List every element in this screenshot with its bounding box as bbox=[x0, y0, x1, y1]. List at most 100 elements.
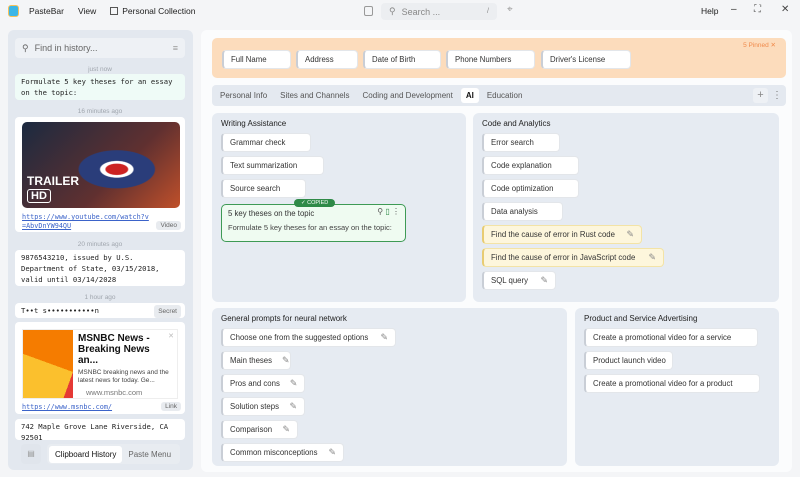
board-title: Writing Assistance bbox=[221, 119, 287, 128]
clip-item[interactable]: SQL query ✎ bbox=[482, 271, 556, 290]
clip-item[interactable]: Find the cause of error in Rust code ✎ bbox=[482, 225, 642, 244]
type-tag: Video bbox=[156, 221, 181, 230]
clip-item[interactable]: Product launch video bbox=[584, 351, 673, 370]
panel-toggle-icon[interactable] bbox=[364, 6, 373, 16]
pinned-item[interactable]: Driver's License bbox=[541, 50, 631, 69]
clip-label: Source search bbox=[230, 184, 281, 193]
pinned-item[interactable]: Phone Numbers bbox=[446, 50, 535, 69]
copied-clip[interactable]: ✓ COPIED 5 key theses on the topic ⚲ ▯ ⋮… bbox=[221, 199, 406, 242]
search-icon: ⚲ bbox=[389, 6, 396, 16]
msnbc-logo-icon bbox=[23, 330, 73, 398]
search-icon[interactable]: ⚲ bbox=[377, 207, 384, 216]
copy-icon[interactable]: ▯ bbox=[385, 207, 390, 216]
edit-note-icon[interactable]: ✎ bbox=[626, 229, 634, 239]
edit-note-icon[interactable]: ✎ bbox=[540, 275, 548, 285]
history-item-secret[interactable]: T••t s•••••••••••n Secret bbox=[15, 303, 185, 318]
clipboard-icon[interactable]: ▤ bbox=[21, 444, 41, 464]
help-label: Help bbox=[701, 6, 719, 16]
clip-item[interactable]: Main theses ✎ bbox=[221, 351, 291, 370]
clip-label: Product launch video bbox=[593, 356, 666, 365]
preview-title: MSNBC News - Breaking News an... bbox=[78, 333, 150, 366]
edit-note-icon[interactable]: ✎ bbox=[648, 252, 656, 262]
edit-note-icon[interactable]: ✎ bbox=[328, 447, 336, 457]
clip-item[interactable]: Solution steps ✎ bbox=[221, 397, 305, 416]
edit-note-icon[interactable]: ✎ bbox=[282, 424, 290, 434]
pinned-label: 5 Pinned bbox=[743, 42, 769, 49]
timestamp: 20 minutes ago bbox=[77, 241, 123, 248]
collection-icon bbox=[110, 7, 119, 15]
filter-icon[interactable]: ≡ bbox=[172, 43, 178, 53]
clip-item[interactable]: Error search bbox=[482, 133, 560, 152]
clip-label: SQL query bbox=[491, 276, 528, 285]
history-search-input[interactable]: ⚲ Find in history... ≡ bbox=[15, 38, 185, 58]
clip-label: Create a promotional video for a service bbox=[593, 333, 732, 342]
clip-label: Code optimization bbox=[491, 184, 554, 193]
clip-item[interactable]: Code optimization bbox=[482, 179, 579, 198]
pinned-item[interactable]: Address bbox=[296, 50, 358, 69]
clip-item[interactable]: Grammar check bbox=[221, 133, 311, 152]
tab-paste-menu[interactable]: Paste Menu bbox=[128, 449, 172, 459]
video-thumbnail: TRAILER HD bbox=[22, 122, 180, 208]
clip-item[interactable]: Create a promotional video for a service bbox=[584, 328, 758, 347]
clip-item[interactable]: Find the cause of error in JavaScript co… bbox=[482, 248, 664, 267]
tab-clipboard-history[interactable]: Clipboard History bbox=[49, 445, 123, 463]
copied-badge: ✓ COPIED bbox=[294, 199, 336, 207]
clip-item[interactable]: Create a promotional video for a product bbox=[584, 374, 760, 393]
history-item-link[interactable]: MSNBC News - Breaking News an... MSNBC b… bbox=[15, 322, 185, 414]
add-tab-icon[interactable]: + bbox=[753, 88, 768, 103]
more-icon[interactable]: ⋮ bbox=[392, 207, 400, 216]
preview-link[interactable]: https://www.msnbc.com/ bbox=[22, 403, 113, 411]
help-button[interactable]: Help bbox=[701, 6, 718, 16]
clip-label: Common misconceptions bbox=[230, 448, 318, 457]
tab-ai[interactable]: AI bbox=[460, 88, 479, 103]
tab-education[interactable]: Education bbox=[486, 91, 523, 100]
clip-item[interactable]: Text summarization bbox=[221, 156, 324, 175]
type-tag: Secret bbox=[154, 305, 181, 318]
pin-off-icon[interactable]: ⌖ bbox=[507, 4, 513, 15]
view-menu[interactable]: View bbox=[77, 6, 97, 16]
edit-note-icon[interactable]: ✎ bbox=[289, 401, 297, 411]
tab-coding[interactable]: Coding and Development bbox=[362, 91, 453, 100]
board-title: Product and Service Advertising bbox=[584, 314, 698, 323]
link-preview: MSNBC News - Breaking News an... MSNBC b… bbox=[22, 329, 178, 399]
clip-label: Main theses bbox=[230, 356, 273, 365]
minimize-icon[interactable]: – bbox=[731, 4, 737, 15]
preview-site: www.msnbc.com bbox=[86, 388, 143, 396]
clip-label: Text summarization bbox=[230, 161, 298, 170]
type-tag: Link bbox=[161, 402, 181, 411]
tab-sites-and-channels[interactable]: Sites and Channels bbox=[280, 91, 350, 100]
history-item[interactable]: Formulate 5 key theses for an essay on t… bbox=[15, 74, 185, 100]
pinned-count[interactable]: 5 Pinned ✕ bbox=[743, 42, 776, 49]
clip-item[interactable]: Choose one from the suggested options ✎ bbox=[221, 328, 396, 347]
close-icon[interactable]: ✕ bbox=[781, 4, 790, 15]
close-preview-icon[interactable]: ✕ bbox=[168, 333, 174, 340]
board-title: General prompts for neural network bbox=[221, 314, 347, 323]
video-link[interactable]: https://www.youtube.com/watch?v=AbvDnYW9… bbox=[22, 213, 149, 230]
pinned-item[interactable]: Date of Birth bbox=[363, 50, 441, 69]
more-icon[interactable]: ⋮ bbox=[772, 90, 782, 101]
clip-item[interactable]: Comparison ✎ bbox=[221, 420, 298, 439]
collection-menu[interactable]: Personal Collection bbox=[122, 6, 196, 16]
bottom-tabs: Clipboard History Paste Menu bbox=[47, 444, 180, 464]
tab-personal-info[interactable]: Personal Info bbox=[220, 91, 268, 100]
clip-item[interactable]: Common misconceptions ✎ bbox=[221, 443, 344, 462]
edit-note-icon[interactable]: ✎ bbox=[380, 332, 388, 342]
search-input[interactable]: ⚲ Search ... / bbox=[381, 3, 497, 20]
edit-note-icon[interactable]: ✎ bbox=[282, 355, 290, 365]
timestamp: 1 hour ago bbox=[84, 294, 116, 301]
clip-item[interactable]: Pros and cons ✎ bbox=[221, 374, 305, 393]
clip-title: 5 key theses on the topic bbox=[228, 209, 315, 218]
maximize-icon[interactable]: ⛶ bbox=[754, 4, 761, 15]
history-item[interactable]: 9876543210, issued by U.S. Department of… bbox=[15, 250, 185, 286]
clip-label: Error search bbox=[491, 138, 534, 147]
clip-item[interactable]: Code explanation bbox=[482, 156, 579, 175]
clip-item[interactable]: Source search bbox=[221, 179, 306, 198]
edit-note-icon[interactable]: ✎ bbox=[289, 378, 298, 388]
history-item[interactable]: 742 Maple Grove Lane Riverside, CA 92501 bbox=[15, 419, 185, 440]
history-item-video[interactable]: TRAILER HD https://www.youtube.com/watch… bbox=[15, 117, 185, 232]
app-name[interactable]: PasteBar bbox=[29, 6, 64, 16]
pinned-item[interactable]: Full Name bbox=[222, 50, 291, 69]
clip-item[interactable]: Data analysis bbox=[482, 202, 563, 221]
board-title: Code and Analytics bbox=[482, 119, 551, 128]
clip-label: Choose one from the suggested options bbox=[230, 333, 369, 342]
